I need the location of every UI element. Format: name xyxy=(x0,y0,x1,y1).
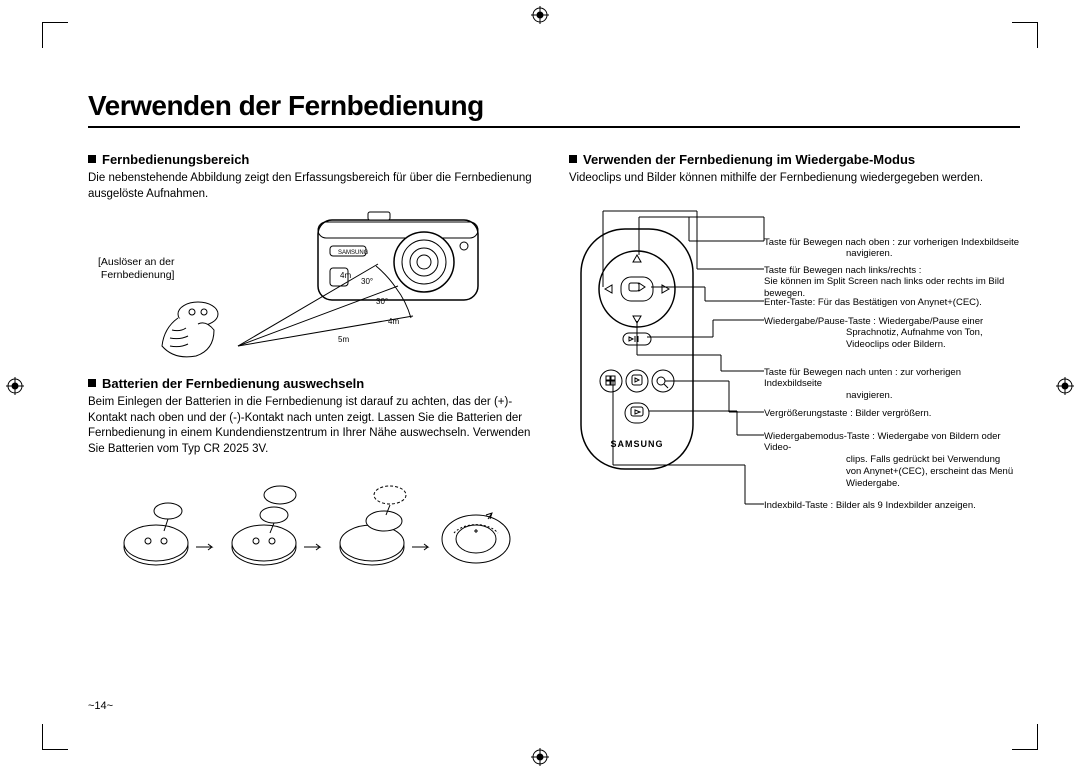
paragraph-battery: Beim Einlegen der Batterien in die Fernb… xyxy=(88,395,539,457)
left-column: Fernbedienungsbereich Die nebenstehende … xyxy=(88,146,539,586)
registration-mark-top xyxy=(531,6,549,24)
callout-zoom: Vergrößerungstaste : Bilder vergrößern. xyxy=(764,408,1020,420)
callout-leftright: Taste für Bewegen nach links/rechts :Sie… xyxy=(764,265,1020,301)
subhead-battery-text: Batterien der Fernbedienung auswechseln xyxy=(102,376,364,391)
subhead-range-text: Fernbedienungsbereich xyxy=(102,152,249,167)
callout-enter: Enter-Taste: Für das Bestätigen von Anyn… xyxy=(764,297,1020,309)
page-title: Verwenden der Fernbedienung xyxy=(88,90,1020,128)
range-caption-1: [Auslöser an der xyxy=(98,256,174,268)
range-caption-2: Fernbedienung] xyxy=(101,269,175,281)
callout-down: Taste für Bewegen nach unten : zur vorhe… xyxy=(764,367,1020,403)
callout-playpause: Wiedergabe/Pause-Taste : Wiedergabe/Paus… xyxy=(764,316,1020,352)
svg-text:30°: 30° xyxy=(376,297,388,306)
battery-figure xyxy=(88,471,539,586)
subhead-battery: Batterien der Fernbedienung auswechseln xyxy=(88,376,539,391)
svg-text:5m: 5m xyxy=(338,335,349,344)
leader-lines xyxy=(569,205,769,515)
svg-text:4m: 4m xyxy=(340,271,351,280)
page-content: Verwenden der Fernbedienung Fernbedienun… xyxy=(88,90,1020,712)
subhead-playback-text: Verwenden der Fernbedienung im Wiedergab… xyxy=(583,152,915,167)
range-caption: [Auslöser an der Fernbedienung] xyxy=(98,256,174,282)
subhead-range: Fernbedienungsbereich xyxy=(88,152,539,167)
range-lines: 4m 30° 30° 4m 5m xyxy=(228,246,428,366)
paragraph-playback: Videoclips und Bilder können mithilfe de… xyxy=(569,171,1020,187)
callout-playback: Wiedergabemodus-Taste : Wiedergabe von B… xyxy=(764,431,1020,490)
remote-in-hand xyxy=(156,290,236,370)
registration-mark-left xyxy=(6,377,24,395)
page-number: ~14~ xyxy=(88,700,113,712)
paragraph-range: Die nebenstehende Abbildung zeigt den Er… xyxy=(88,171,539,202)
remote-diagram: SAMSUNG xyxy=(569,205,1020,515)
callout-index: Indexbild-Taste : Bilder als 9 Indexbild… xyxy=(764,500,1020,512)
subhead-playback: Verwenden der Fernbedienung im Wiedergab… xyxy=(569,152,1020,167)
svg-text:4m: 4m xyxy=(388,317,399,326)
registration-mark-right xyxy=(1056,377,1074,395)
range-figure: [Auslöser an der Fernbedienung] SAMSUNG xyxy=(88,210,539,370)
callout-up: Taste für Bewegen nach oben : zur vorher… xyxy=(764,237,1020,261)
registration-mark-bottom xyxy=(531,748,549,766)
svg-text:30°: 30° xyxy=(361,277,373,286)
right-column: Verwenden der Fernbedienung im Wiedergab… xyxy=(569,146,1020,586)
